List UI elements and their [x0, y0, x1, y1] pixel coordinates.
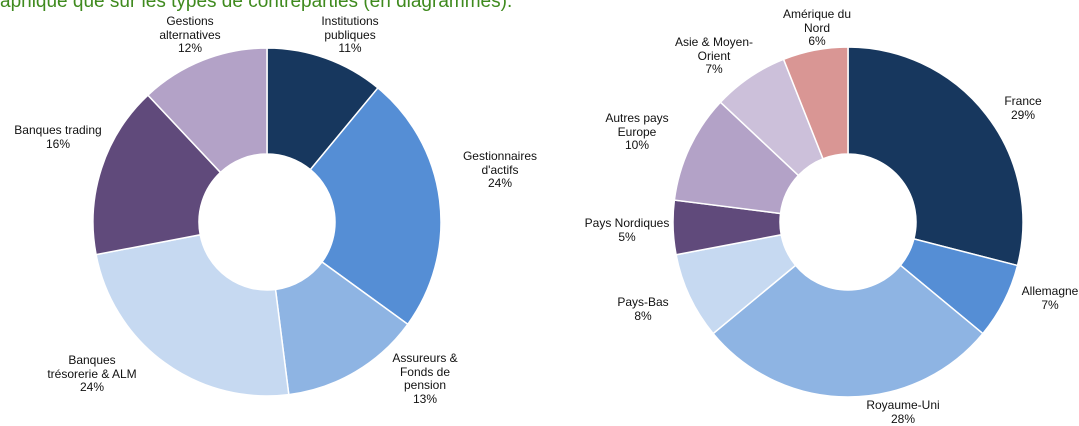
- slice-label: Gestions alternatives 12%: [159, 14, 221, 56]
- donut-slice: [146, 47, 268, 174]
- value-label: 29%: [1010, 107, 1036, 122]
- donut-slice: [95, 233, 290, 397]
- category-name: France: [1004, 94, 1042, 108]
- value-label: 8%: [634, 308, 652, 323]
- value-label: 5%: [618, 229, 636, 244]
- slice-label: Pays-Bas 8%: [617, 295, 669, 323]
- slice-label: Institutions publiques 11%: [321, 14, 379, 56]
- value-label: 16%: [45, 136, 71, 151]
- category-name: Banques trading: [14, 123, 102, 137]
- value-label: 11%: [338, 41, 362, 55]
- slice-label: Assureurs & Fonds de pension 13%: [392, 351, 458, 406]
- category-name: Pays Nordiques: [584, 216, 670, 230]
- slice-label: Amérique du Nord 6%: [782, 7, 852, 49]
- value-label: 24%: [79, 380, 105, 394]
- category-name: Banques trésorerie & ALM: [47, 353, 137, 381]
- donut-slice: [92, 94, 222, 256]
- category-name: Allemagne: [1021, 284, 1079, 298]
- slice-label: Pays Nordiques 5%: [584, 216, 670, 244]
- slice-label: Autres pays Europe 10%: [605, 111, 669, 153]
- value-label: 7%: [1041, 297, 1059, 312]
- value-label: 12%: [177, 41, 203, 55]
- value-label: 24%: [487, 176, 513, 190]
- value-label: 6%: [808, 34, 826, 48]
- category-name: Autres pays Europe: [605, 111, 669, 139]
- value-label: 7%: [705, 62, 723, 76]
- slice-label: Banques trésorerie & ALM 24%: [47, 353, 137, 395]
- value-label: 13%: [412, 391, 438, 406]
- category-name: Pays-Bas: [617, 295, 669, 309]
- category-name: Amérique du Nord: [782, 7, 852, 35]
- slice-label: Royaume-Uni 28%: [866, 398, 940, 426]
- slice-label: France 29%: [1004, 94, 1042, 122]
- slice-label: Asie & Moyen- Orient 7%: [674, 35, 754, 77]
- category-name: Institutions publiques: [321, 14, 379, 42]
- category-name: Gestionnaires d'actifs: [462, 149, 538, 177]
- value-label: 28%: [890, 411, 916, 426]
- donut-slice: [782, 46, 849, 160]
- slice-label: Banques trading 16%: [14, 123, 102, 151]
- value-label: 10%: [624, 138, 650, 152]
- category-name: Royaume-Uni: [866, 398, 940, 412]
- page-title: aphique que sur les types de contreparti…: [0, 0, 513, 12]
- donut-slice: [309, 86, 442, 326]
- slice-label: Gestionnaires d'actifs 24%: [462, 149, 538, 191]
- category-name: Assureurs & Fonds de pension: [392, 351, 458, 392]
- category-name: Gestions alternatives: [159, 14, 221, 42]
- donut-slice: [847, 46, 1024, 267]
- donut-slice: [712, 264, 984, 398]
- slice-label: Allemagne 7%: [1021, 284, 1079, 312]
- category-name: Asie & Moyen- Orient: [674, 35, 754, 63]
